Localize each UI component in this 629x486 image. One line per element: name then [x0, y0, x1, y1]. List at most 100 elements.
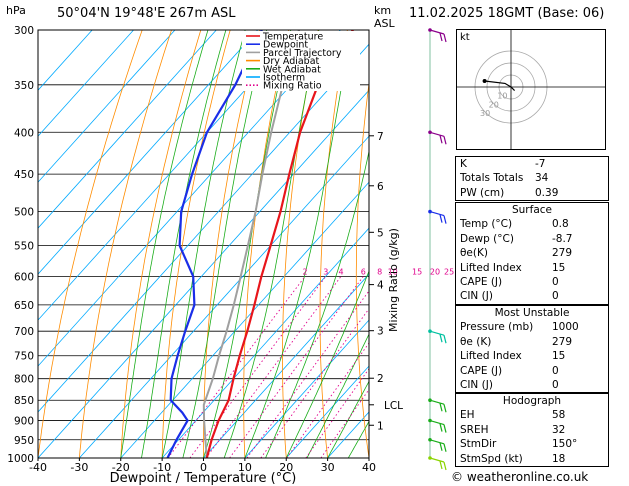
mu-li-value: 15 — [552, 350, 566, 363]
isotherm-line — [38, 30, 217, 229]
wet-adiabat-line — [306, 333, 369, 458]
axes: 2 3 4 6 8 10 15 20 25300350400450500550600650700… — [7, 25, 454, 474]
pw-value: 0.39 — [535, 186, 559, 199]
wet-adiabat-line — [265, 149, 369, 458]
wet-adiabat-line — [203, 30, 292, 458]
km-tick-label: 5 — [377, 227, 384, 239]
pressure-tick-label: 800 — [14, 374, 34, 386]
lcl-label: LCL — [384, 400, 403, 412]
legend-label: Mixing Ratio — [263, 81, 322, 92]
temperature-tick-label: 10 — [238, 461, 252, 474]
legend-label: Dewpoint — [263, 40, 308, 51]
pressure-tick-label: 900 — [14, 416, 34, 428]
isotherm-line — [38, 30, 258, 275]
wet-adiabat-line — [161, 30, 246, 458]
legend-label: Temperature — [262, 32, 323, 43]
isotherm-line — [38, 89, 369, 458]
mu-cin-value: 0 — [552, 378, 559, 391]
isotherm-line — [38, 30, 134, 137]
mu-cin-label: CIN (J) — [460, 378, 493, 391]
wet-adiabat-line — [182, 30, 267, 458]
temperature-tick-label: -20 — [112, 461, 130, 474]
wind-barbs — [428, 28, 447, 471]
surface-cape-label: CAPE (J) — [460, 275, 503, 288]
surface-dewp-label: Dewp (°C) — [460, 232, 514, 245]
wet-adiabat-line — [244, 30, 353, 458]
legend-label: Wet Adiabat — [263, 64, 321, 75]
temperature-line — [205, 30, 354, 458]
dry-adiabat-line — [355, 80, 369, 458]
pressure-tick-label: 550 — [14, 240, 34, 252]
km-tick-label: 7 — [377, 131, 384, 143]
isotherm-line — [38, 30, 176, 183]
temperature-tick-label: 0 — [200, 461, 207, 474]
wind-barb-icon — [428, 130, 447, 145]
hodograph-start-point — [482, 79, 487, 83]
parcel-trajectory-line — [202, 30, 301, 458]
pressure-tick-label: 350 — [14, 80, 34, 92]
mu-theta-label: θe (K) — [460, 335, 492, 348]
mu-li-label: Lifted Index — [460, 350, 522, 363]
temperature-tick-label: 30 — [321, 461, 335, 474]
pressure-tick-label: 450 — [14, 169, 34, 181]
eh-value: 58 — [552, 409, 566, 422]
temperature-tick-label: -30 — [70, 461, 88, 474]
copyright-text: © weatheronline.co.uk — [451, 470, 589, 484]
mu-cape-value: 0 — [552, 364, 559, 377]
wind-barb-icon — [428, 456, 447, 471]
wind-barb-icon — [428, 418, 447, 433]
km-axis-unit-asl: ASL — [374, 17, 396, 30]
surface-temp-value: 0.8 — [552, 218, 569, 231]
isotherm-line — [285, 365, 369, 458]
isotherm-line — [161, 227, 369, 458]
temperature-tick-label: 40 — [362, 461, 376, 474]
dry-adiabat-line — [282, 30, 319, 458]
wind-barb-icon — [428, 329, 447, 344]
km-axis-unit: km — [374, 4, 391, 17]
pressure-tick-label: 600 — [14, 271, 34, 283]
sreh-value: 32 — [552, 423, 566, 436]
dry-adiabat-line — [243, 30, 290, 458]
wind-barb-icon — [428, 398, 447, 413]
surface-theta-value: 279 — [552, 247, 573, 260]
mu-pressure-value: 1000 — [552, 321, 579, 334]
mixing-ratio-line — [286, 342, 369, 458]
surface-theta-label: θe(K) — [460, 247, 488, 260]
dry-adiabat-line — [38, 30, 143, 458]
hodograph-ring-label: 10 — [497, 92, 507, 101]
mixing-ratio-line — [229, 276, 364, 458]
hodograph-ring-label: 30 — [480, 109, 490, 118]
hodograph-table: Hodograph EH 58 SREH 32 StmDir 150° StmSpd … — [455, 393, 609, 467]
mixing-ratio-label: 25 — [444, 267, 454, 276]
km-tick-label: 6 — [377, 181, 384, 193]
indices-table: K -7 Totals Totals 34 PW (cm) 0.39 — [455, 156, 609, 202]
hodograph-unit: kt — [460, 32, 470, 43]
profiles — [166, 30, 354, 458]
totals-value: 34 — [535, 172, 549, 185]
mu-pressure-label: Pressure (mb) — [460, 321, 534, 334]
pressure-tick-label: 700 — [14, 326, 34, 338]
dry-adiabat-line — [319, 30, 348, 458]
dry-adiabat-line — [79, 30, 172, 458]
legend-box — [242, 31, 360, 91]
mu-cape-label: CAPE (J) — [460, 364, 503, 377]
mixing-ratio-label: 15 — [412, 267, 422, 276]
mixing-ratio-line — [167, 276, 306, 458]
hodograph-trace — [484, 80, 516, 92]
surface-title: Surface — [511, 204, 552, 216]
k-index-value: -7 — [535, 158, 546, 170]
mixing-ratio-label: 3 — [323, 267, 328, 276]
stmspd-value: 18 — [552, 452, 566, 465]
hodograph-table-title: Hodograph — [502, 395, 562, 407]
location-title: 50°04'N 19°48'E 267m ASL — [57, 6, 236, 21]
pressure-tick-label: 950 — [14, 435, 34, 447]
datetime-title: 11.02.2025 18GMT (Base: 06) — [409, 6, 605, 21]
most-unstable-table: Most Unstable Pressure (mb) 1000 θe (K) 27… — [455, 305, 609, 394]
pressure-tick-label: 850 — [14, 395, 34, 407]
mixing-ratio-axis-title: Mixing Ratio (g/kg) — [387, 228, 400, 332]
plot-frame — [37, 29, 370, 459]
eh-label: EH — [460, 409, 475, 422]
legend-label: Dry Adiabat — [263, 56, 320, 67]
wet-adiabat-line — [327, 380, 369, 458]
